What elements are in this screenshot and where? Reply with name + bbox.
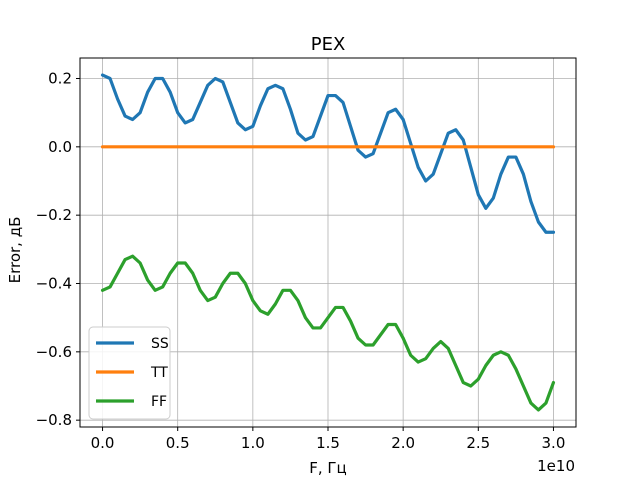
x-axis-label: F, Гц [309, 459, 347, 477]
x-tick-label: 1.5 [316, 434, 340, 452]
x-tick-label: 0.5 [166, 434, 190, 452]
series-line-ss [100, 73, 556, 234]
x-tick-label: 0.0 [91, 434, 115, 452]
y-axis-ticks: 0.2 0.0 −0.2 −0.4 −0.6 −0.8 [36, 70, 80, 429]
x-tick-label: 1.0 [241, 434, 265, 452]
y-tick-label: −0.6 [36, 343, 72, 361]
chart-title: PEX [311, 34, 346, 55]
legend-label-ss: SS [151, 336, 169, 352]
y-tick-label: −0.4 [36, 275, 72, 293]
series-lines [100, 73, 556, 412]
series-line-ff [100, 254, 556, 412]
x-tick-label: 2.0 [391, 434, 415, 452]
x-offset-label: 1e10 [537, 457, 575, 475]
x-tick-label: 3.0 [542, 434, 566, 452]
y-tick-label: 0.2 [48, 70, 72, 88]
y-tick-label: 0.0 [48, 138, 72, 156]
y-axis-label: Error, дБ [6, 217, 24, 284]
legend-label-tt: TT [150, 365, 168, 381]
y-tick-label: −0.8 [36, 411, 72, 429]
legend-label-ff: FF [151, 394, 167, 410]
x-axis-ticks: 0.0 0.5 1.0 1.5 2.0 2.5 3.0 [91, 427, 566, 452]
y-tick-label: −0.2 [36, 206, 72, 224]
x-tick-label: 2.5 [466, 434, 490, 452]
legend: SS TT FF [88, 326, 171, 420]
